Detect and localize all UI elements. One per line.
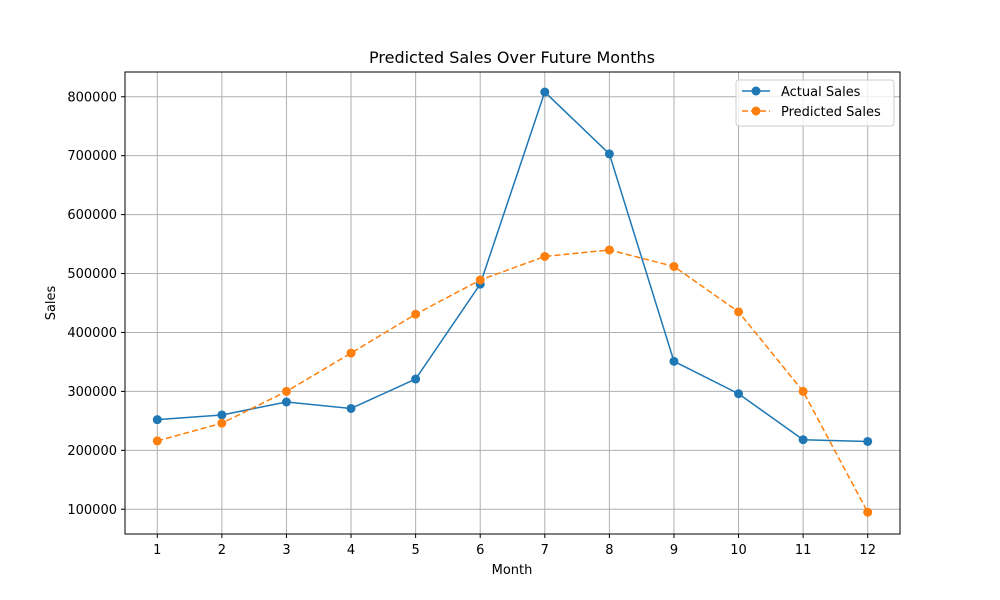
legend-marker-predicted-sales bbox=[751, 106, 761, 116]
data-point-predicted-sales bbox=[734, 307, 744, 317]
data-point-actual-sales bbox=[540, 87, 550, 97]
data-point-predicted-sales bbox=[798, 386, 808, 396]
series-line-actual-sales bbox=[157, 90, 868, 443]
data-point-actual-sales bbox=[346, 403, 356, 413]
legend-label-predicted-sales: Predicted Sales bbox=[781, 105, 881, 120]
series-layer bbox=[152, 87, 873, 517]
data-point-predicted-sales bbox=[152, 436, 162, 446]
x-axis-label: Month bbox=[492, 563, 533, 578]
data-point-actual-sales bbox=[411, 374, 421, 384]
data-point-predicted-sales bbox=[475, 275, 485, 285]
y-tick-label: 200000 bbox=[67, 444, 117, 459]
x-tick-label: 7 bbox=[541, 543, 549, 558]
data-point-predicted-sales bbox=[604, 245, 614, 255]
data-point-predicted-sales bbox=[346, 348, 356, 358]
data-point-actual-sales bbox=[604, 149, 614, 159]
y-tick-label: 600000 bbox=[67, 208, 117, 223]
data-point-actual-sales bbox=[669, 356, 679, 366]
data-point-predicted-sales bbox=[217, 418, 227, 428]
x-tick-label: 10 bbox=[730, 543, 747, 558]
data-point-actual-sales bbox=[217, 410, 227, 420]
y-tick-label: 400000 bbox=[67, 326, 117, 341]
y-tick-label: 800000 bbox=[67, 90, 117, 105]
data-point-actual-sales bbox=[152, 415, 162, 425]
data-point-predicted-sales bbox=[669, 261, 679, 271]
chart-title: Predicted Sales Over Future Months bbox=[369, 48, 655, 67]
legend-label-actual-sales: Actual Sales bbox=[781, 85, 861, 100]
x-tick-label: 6 bbox=[476, 543, 484, 558]
axis-ticks: 1 2 3 4 5 6 7 8 9 10 11 121000002000003000004000005… bbox=[67, 90, 876, 558]
x-tick-label: 5 bbox=[411, 543, 419, 558]
plot-frame bbox=[124, 71, 901, 535]
x-tick-label: 9 bbox=[670, 543, 678, 558]
x-tick-label: 8 bbox=[605, 543, 613, 558]
y-tick-label: 700000 bbox=[67, 149, 117, 164]
legend-marker-actual-sales bbox=[751, 86, 761, 96]
data-point-actual-sales bbox=[734, 389, 744, 399]
y-tick-label: 100000 bbox=[67, 503, 117, 518]
x-tick-label: 2 bbox=[218, 543, 226, 558]
x-tick-label: 12 bbox=[859, 543, 876, 558]
data-point-actual-sales bbox=[281, 397, 291, 407]
data-point-predicted-sales bbox=[863, 507, 873, 517]
data-point-actual-sales bbox=[798, 435, 808, 445]
y-tick-label: 300000 bbox=[67, 385, 117, 400]
data-point-predicted-sales bbox=[281, 386, 291, 396]
x-tick-label: 11 bbox=[795, 543, 812, 558]
series-line-predicted-sales bbox=[157, 249, 869, 513]
y-axis-label: Sales bbox=[44, 285, 59, 320]
data-point-predicted-sales bbox=[411, 309, 421, 319]
x-tick-label: 1 bbox=[153, 543, 161, 558]
x-tick-label: 4 bbox=[347, 543, 355, 558]
x-tick-label: 3 bbox=[282, 543, 290, 558]
legend-frame bbox=[735, 79, 895, 127]
y-tick-label: 500000 bbox=[67, 267, 117, 282]
data-point-actual-sales bbox=[863, 436, 873, 446]
legend: Actual Sales Predicted Sales bbox=[735, 79, 895, 127]
data-point-predicted-sales bbox=[540, 251, 550, 261]
